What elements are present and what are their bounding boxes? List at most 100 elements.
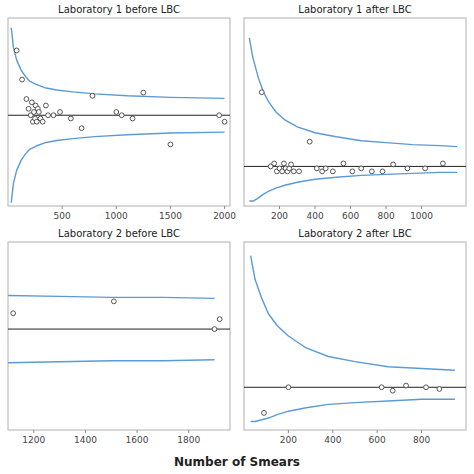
plot-area xyxy=(244,256,466,422)
data-point xyxy=(391,162,396,167)
x-tick-label: 500 xyxy=(54,211,71,221)
data-point xyxy=(341,161,346,166)
x-axis-label: Number of Smears xyxy=(174,455,300,469)
data-point xyxy=(380,169,385,174)
x-tick xyxy=(279,206,280,209)
data-point xyxy=(390,388,395,393)
data-point xyxy=(404,383,409,388)
data-point xyxy=(307,139,312,144)
control-limit-line xyxy=(8,360,215,363)
control-limit-line xyxy=(251,399,455,421)
x-tick xyxy=(188,430,189,433)
figure: 500 1000 1500 2000 Laboratory 1 before LBC 20… xyxy=(0,0,474,474)
data-point xyxy=(26,106,31,111)
plot-area xyxy=(8,295,230,362)
data-point xyxy=(350,169,355,174)
x-tick-label: 600 xyxy=(369,435,386,445)
data-point xyxy=(24,97,29,102)
x-tick xyxy=(224,206,225,209)
x-tick-label: 1500 xyxy=(159,211,182,221)
data-point xyxy=(222,119,227,124)
control-limit-line xyxy=(249,38,457,147)
x-tick xyxy=(33,430,34,433)
x-tick-label: 1000 xyxy=(105,211,128,221)
x-tick xyxy=(170,206,171,209)
data-point xyxy=(20,77,25,82)
x-tick-label: 800 xyxy=(413,435,430,445)
data-point xyxy=(79,126,84,131)
x-tick-label: 600 xyxy=(342,211,359,221)
control-limit-line xyxy=(249,172,457,201)
x-tick-label: 800 xyxy=(377,211,394,221)
data-point xyxy=(11,311,16,316)
plot-frame xyxy=(244,18,466,206)
data-point xyxy=(405,166,410,171)
x-tick xyxy=(377,430,378,433)
panel: 2004006008001000Laboratory 1 after LBC xyxy=(244,4,466,221)
data-point xyxy=(14,48,19,53)
data-point xyxy=(289,162,294,167)
x-tick xyxy=(386,206,387,209)
panel: 1200 1400 1600 1800 Laboratory 2 before LBC xyxy=(8,228,230,445)
data-point xyxy=(323,166,328,171)
data-point xyxy=(369,169,374,174)
data-point xyxy=(424,385,429,390)
x-tick-label: 200 xyxy=(271,211,288,221)
data-point xyxy=(36,110,41,115)
data-point xyxy=(44,103,49,108)
x-tick-label: 400 xyxy=(324,435,341,445)
data-point xyxy=(68,116,73,121)
x-tick xyxy=(288,430,289,433)
data-point xyxy=(423,166,428,171)
panel-title: Laboratory 1 after LBC xyxy=(298,4,411,15)
data-point xyxy=(90,93,95,98)
panel: 200400600800Laboratory 2 after LBC xyxy=(244,228,466,445)
data-point xyxy=(111,299,116,304)
x-tick-label: 1400 xyxy=(74,435,97,445)
x-tick xyxy=(421,206,422,209)
plot-frame xyxy=(8,242,230,430)
control-limit-line xyxy=(11,28,224,99)
data-point xyxy=(51,113,56,118)
x-tick-label: 2000 xyxy=(213,211,236,221)
data-point xyxy=(40,119,45,124)
data-point xyxy=(46,113,51,118)
plot-area xyxy=(8,28,230,203)
data-point xyxy=(437,387,442,392)
x-tick-label: 1200 xyxy=(22,435,45,445)
x-tick xyxy=(137,430,138,433)
data-point xyxy=(217,113,222,118)
data-point xyxy=(291,169,296,174)
data-point xyxy=(282,161,287,166)
data-point xyxy=(168,142,173,147)
data-point xyxy=(130,116,135,121)
data-point xyxy=(259,90,264,95)
panel-title: Laboratory 2 before LBC xyxy=(58,228,180,239)
data-point xyxy=(114,110,119,115)
x-tick xyxy=(116,206,117,209)
x-tick xyxy=(62,206,63,209)
control-limit-line xyxy=(8,295,215,298)
x-tick-label: 1600 xyxy=(126,435,149,445)
panel: 500 1000 1500 2000 Laboratory 1 before LBC xyxy=(8,4,236,221)
data-point xyxy=(297,169,302,174)
x-tick xyxy=(421,430,422,433)
plot-frame xyxy=(8,18,230,206)
data-point xyxy=(119,113,124,118)
control-limit-line xyxy=(11,132,224,203)
x-tick xyxy=(315,206,316,209)
x-tick-label: 1000 xyxy=(410,211,433,221)
x-tick xyxy=(332,430,333,433)
data-point xyxy=(359,166,364,171)
x-tick xyxy=(350,206,351,209)
data-point xyxy=(217,317,222,322)
x-tick xyxy=(85,430,86,433)
panel-title: Laboratory 2 after LBC xyxy=(298,228,411,239)
data-point xyxy=(330,169,335,174)
x-tick-label: 1800 xyxy=(177,435,200,445)
plot-frame xyxy=(244,242,466,430)
data-point xyxy=(262,411,267,416)
panel-title: Laboratory 1 before LBC xyxy=(58,4,180,15)
data-point xyxy=(286,385,291,390)
data-point xyxy=(441,161,446,166)
